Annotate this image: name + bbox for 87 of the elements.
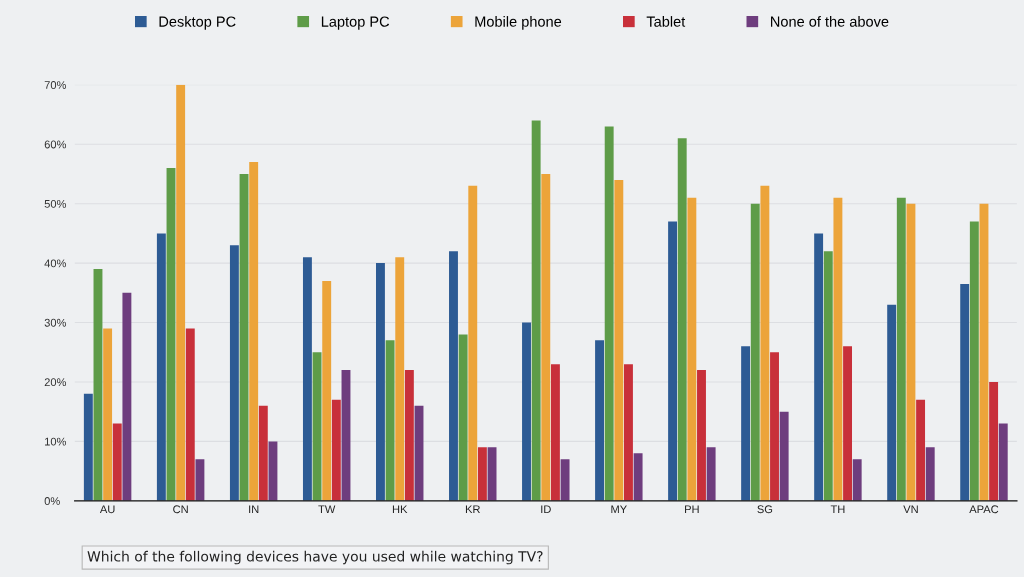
bar <box>112 423 122 501</box>
bar <box>624 364 633 501</box>
bar <box>906 203 916 501</box>
legend-label: Desktop PC <box>159 16 236 30</box>
bar <box>560 459 570 501</box>
bar <box>404 370 414 501</box>
bar <box>249 162 259 501</box>
bar <box>103 328 113 501</box>
y-tick-label: 50% <box>44 199 67 208</box>
legend-label: Laptop PC <box>321 16 390 30</box>
bar <box>760 185 770 501</box>
legend-label: Tablet <box>646 16 686 27</box>
x-tick-label: HK <box>392 505 408 514</box>
x-tick-label: SG <box>757 505 773 514</box>
y-tick-label: 0% <box>44 497 60 505</box>
bar <box>989 381 999 501</box>
bar <box>706 447 716 501</box>
bar <box>896 197 906 501</box>
bar <box>312 352 322 501</box>
bar <box>331 399 341 501</box>
bar <box>268 441 278 501</box>
bar <box>604 126 614 501</box>
bar <box>887 304 897 501</box>
bar <box>531 120 541 501</box>
bar <box>823 251 833 501</box>
bar <box>395 257 405 501</box>
legend-label: None of the above <box>771 16 889 27</box>
bar <box>195 459 205 501</box>
x-tick-label: KR <box>465 505 480 514</box>
x-tick-label: ID <box>541 505 551 514</box>
y-tick-label: 70% <box>44 81 67 89</box>
bar <box>156 233 166 501</box>
bar <box>960 283 970 501</box>
bar <box>458 334 468 501</box>
x-tick-label: APAC <box>969 505 999 514</box>
bar <box>449 251 458 501</box>
bar <box>697 370 706 501</box>
bar <box>229 245 239 501</box>
y-tick-label: 30% <box>44 318 67 327</box>
bar <box>750 203 760 501</box>
bar <box>677 138 687 501</box>
x-tick-label: TW <box>318 505 336 514</box>
x-tick-label: MY <box>611 505 627 514</box>
bar <box>852 459 862 501</box>
bar <box>633 453 643 501</box>
bar <box>258 405 268 501</box>
bar <box>614 179 624 501</box>
legend-label: Mobile phone <box>475 16 562 30</box>
bar <box>969 221 979 501</box>
bar <box>668 221 678 501</box>
text: Which of the following devices have you used while watching TV? <box>87 550 543 565</box>
bar <box>814 233 824 501</box>
bar <box>770 352 779 501</box>
bar <box>239 173 249 501</box>
bar <box>176 84 186 501</box>
bar <box>779 411 789 501</box>
bar <box>166 168 176 501</box>
bar <box>741 346 751 501</box>
bar <box>925 447 935 501</box>
x-tick-label: AU <box>99 505 115 514</box>
x-tick-label: VN <box>903 505 918 514</box>
bar <box>550 364 560 501</box>
bar <box>998 423 1008 501</box>
bar <box>522 322 531 501</box>
y-tick-label: 10% <box>45 437 67 446</box>
x-tick-label: TH <box>830 505 845 514</box>
y-tick-label: 20% <box>44 378 67 387</box>
bar <box>376 263 385 501</box>
bar <box>468 185 478 501</box>
bar <box>302 257 312 501</box>
bar <box>322 280 332 501</box>
bar <box>122 292 132 501</box>
bar <box>83 393 93 501</box>
bar <box>477 447 487 501</box>
bar <box>385 340 395 501</box>
x-tick-label: CN <box>173 505 188 514</box>
bar <box>185 328 195 501</box>
bar <box>595 340 604 501</box>
bar <box>843 346 852 501</box>
x-tick-label: PH <box>685 505 699 514</box>
y-tick-label: 40% <box>44 259 67 268</box>
bar <box>541 173 551 501</box>
bar <box>833 197 843 501</box>
bar <box>687 197 697 501</box>
x-tick-label: IN <box>249 505 259 514</box>
bar <box>916 399 926 501</box>
y-tick-label: 60% <box>44 140 67 149</box>
